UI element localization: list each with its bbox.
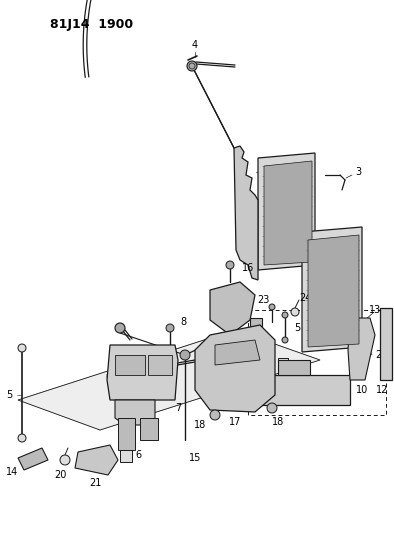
Text: 8: 8 [180,317,186,327]
Polygon shape [348,318,375,380]
Text: 15: 15 [189,453,201,463]
Polygon shape [258,153,315,270]
Text: 16: 16 [242,263,254,273]
Polygon shape [264,161,312,265]
Circle shape [269,304,275,310]
Circle shape [115,323,125,333]
Circle shape [187,61,197,71]
Polygon shape [148,355,172,375]
Bar [248,310,386,415]
Text: 4: 4 [192,40,198,50]
Polygon shape [195,325,275,412]
Polygon shape [215,340,260,365]
Polygon shape [252,375,350,405]
Text: 14: 14 [6,467,18,477]
Text: 18: 18 [272,417,284,427]
Circle shape [282,337,288,343]
Text: 9: 9 [221,313,227,323]
Polygon shape [278,360,310,375]
Text: 5: 5 [6,390,12,400]
Circle shape [18,344,26,352]
Circle shape [240,295,250,305]
Text: 17: 17 [229,417,241,427]
Circle shape [166,324,174,332]
Polygon shape [18,330,320,430]
Polygon shape [75,445,118,475]
Circle shape [180,350,190,360]
Text: 3: 3 [355,167,361,177]
Text: 1: 1 [275,167,281,177]
Text: 18: 18 [194,420,206,430]
Polygon shape [140,418,158,440]
Text: 24: 24 [299,293,311,303]
Polygon shape [302,227,362,352]
Polygon shape [18,330,320,430]
Text: 7: 7 [175,403,181,413]
Text: 6: 6 [135,450,141,460]
Polygon shape [115,400,155,425]
Polygon shape [250,318,262,350]
Circle shape [267,403,277,413]
Text: 81J14  1900: 81J14 1900 [50,18,133,31]
Polygon shape [120,450,132,462]
Polygon shape [234,146,258,280]
Circle shape [18,434,26,442]
Text: 10: 10 [356,385,368,395]
Polygon shape [118,418,135,450]
Polygon shape [107,345,178,400]
Text: 5: 5 [294,323,300,333]
Polygon shape [380,308,392,380]
Text: 11: 11 [234,307,246,317]
Text: 20: 20 [54,470,66,480]
Circle shape [291,308,299,316]
Polygon shape [115,355,145,375]
Text: 22: 22 [289,363,301,373]
Circle shape [210,410,220,420]
Polygon shape [308,235,359,347]
Text: 19: 19 [214,345,226,355]
Circle shape [60,455,70,465]
Polygon shape [210,282,255,335]
Polygon shape [18,448,48,470]
Text: 21: 21 [89,478,101,488]
Text: 12: 12 [376,385,388,395]
Text: 2: 2 [375,350,381,360]
Text: 13: 13 [369,305,381,315]
Polygon shape [278,358,288,372]
Circle shape [282,312,288,318]
Circle shape [226,261,234,269]
Text: 23: 23 [257,295,269,305]
